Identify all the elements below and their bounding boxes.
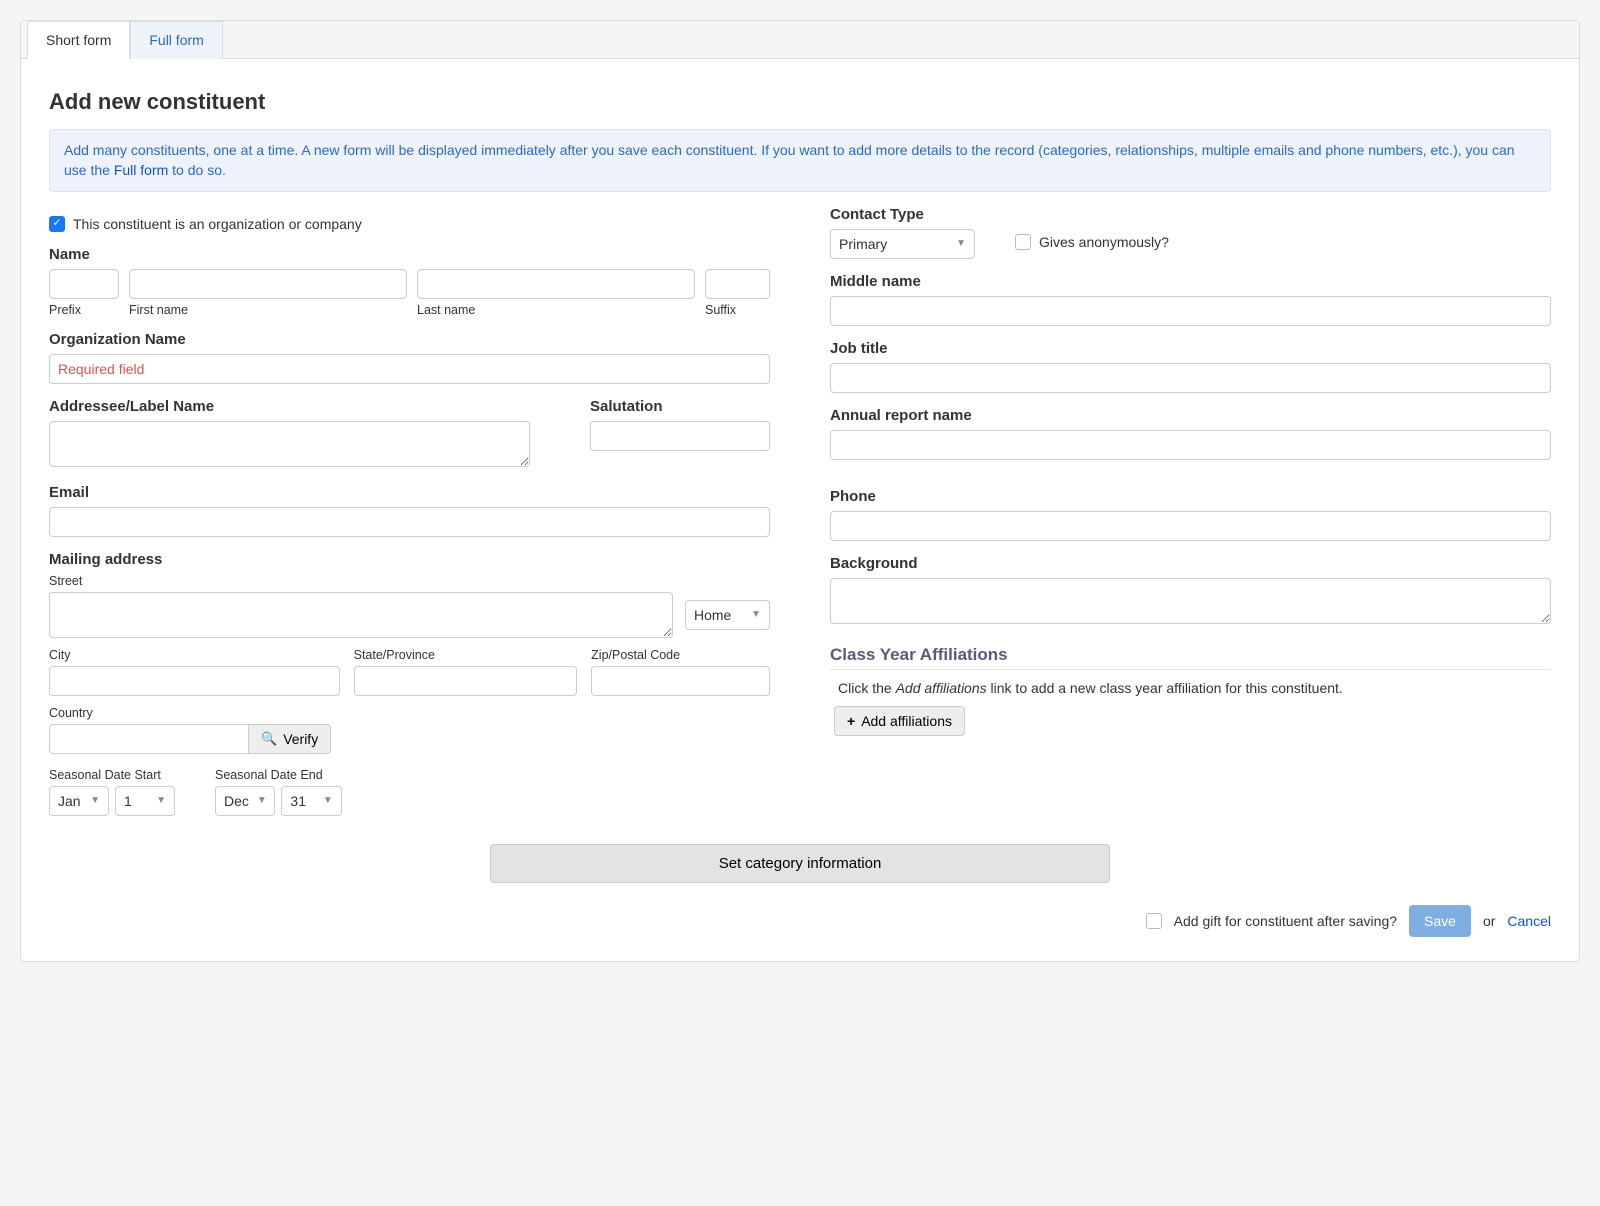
- address-type-value: Home: [694, 607, 731, 623]
- right-column: Contact Type Primary ▼ Gives anonymously…: [830, 206, 1551, 816]
- add-affiliations-button[interactable]: + Add affiliations: [834, 706, 965, 736]
- or-text: or: [1483, 913, 1495, 929]
- gives-anon-label: Gives anonymously?: [1039, 234, 1169, 250]
- set-category-button[interactable]: Set category information: [490, 844, 1110, 883]
- save-button[interactable]: Save: [1409, 905, 1471, 937]
- seasonal-start-label: Seasonal Date Start: [49, 768, 175, 782]
- add-gift-label: Add gift for constituent after saving?: [1174, 913, 1397, 929]
- add-gift-checkbox[interactable]: [1146, 913, 1162, 929]
- verify-button[interactable]: 🔍 Verify: [249, 724, 331, 754]
- city-input[interactable]: [49, 666, 340, 696]
- org-checkbox[interactable]: [49, 216, 65, 232]
- middle-name-input[interactable]: [830, 296, 1551, 326]
- tab-short-form[interactable]: Short form: [27, 21, 130, 59]
- prefix-sublabel: Prefix: [49, 303, 119, 317]
- org-checkbox-label: This constituent is an organization or c…: [73, 216, 362, 232]
- affiliations-help: Click the Add affiliations link to add a…: [830, 676, 1551, 706]
- tab-full-form[interactable]: Full form: [130, 21, 222, 59]
- info-text-before: Add many constituents, one at a time. A …: [64, 142, 1515, 178]
- affiliations-title: Class Year Affiliations: [830, 645, 1551, 670]
- plus-icon: +: [847, 713, 855, 729]
- salutation-label: Salutation: [590, 398, 770, 415]
- info-text-after: to do so.: [172, 162, 226, 178]
- last-name-sublabel: Last name: [417, 303, 695, 317]
- left-column: This constituent is an organization or c…: [49, 206, 770, 816]
- contact-type-label: Contact Type: [830, 206, 975, 223]
- city-sublabel: City: [49, 648, 340, 662]
- email-input[interactable]: [49, 507, 770, 537]
- chevron-down-icon: ▼: [956, 238, 966, 249]
- verify-label: Verify: [283, 731, 318, 747]
- name-label: Name: [49, 246, 770, 263]
- phone-label: Phone: [830, 488, 1551, 505]
- cancel-link[interactable]: Cancel: [1507, 913, 1551, 929]
- set-category-label: Set category information: [719, 855, 882, 872]
- zip-input[interactable]: [591, 666, 770, 696]
- job-title-input[interactable]: [830, 363, 1551, 393]
- chevron-down-icon: ▼: [156, 795, 166, 806]
- prefix-input[interactable]: [49, 269, 119, 299]
- job-title-label: Job title: [830, 340, 1551, 357]
- content: Add new constituent Add many constituent…: [21, 59, 1579, 961]
- search-icon: 🔍: [261, 731, 277, 747]
- state-input[interactable]: [354, 666, 578, 696]
- bottom-bar: Add gift for constituent after saving? S…: [49, 905, 1551, 937]
- street-sublabel: Street: [49, 574, 770, 588]
- email-label: Email: [49, 484, 770, 501]
- org-name-input[interactable]: [49, 354, 770, 384]
- chevron-down-icon: ▼: [257, 795, 267, 806]
- suffix-sublabel: Suffix: [705, 303, 770, 317]
- contact-type-value: Primary: [839, 236, 887, 252]
- seasonal-end-month-value: Dec: [224, 793, 249, 809]
- annual-report-input[interactable]: [830, 430, 1551, 460]
- annual-report-label: Annual report name: [830, 407, 1551, 424]
- first-name-sublabel: First name: [129, 303, 407, 317]
- tabs: Short form Full form: [21, 21, 1579, 59]
- zip-sublabel: Zip/Postal Code: [591, 648, 770, 662]
- chevron-down-icon: ▼: [751, 609, 761, 620]
- form-container: Short form Full form Add new constituent…: [20, 20, 1580, 962]
- address-type-select[interactable]: Home ▼: [685, 600, 770, 630]
- state-sublabel: State/Province: [354, 648, 578, 662]
- background-textarea[interactable]: [830, 578, 1551, 624]
- phone-input[interactable]: [830, 511, 1551, 541]
- background-label: Background: [830, 555, 1551, 572]
- mailing-label: Mailing address: [49, 551, 770, 568]
- seasonal-end-label: Seasonal Date End: [215, 768, 342, 782]
- last-name-input[interactable]: [417, 269, 695, 299]
- gives-anon-checkbox[interactable]: [1015, 234, 1031, 250]
- addressee-label: Addressee/Label Name: [49, 398, 530, 415]
- seasonal-start-day-value: 1: [124, 793, 132, 809]
- full-form-link[interactable]: Full form: [114, 162, 168, 178]
- country-sublabel: Country: [49, 706, 770, 720]
- org-name-label: Organization Name: [49, 331, 770, 348]
- country-input[interactable]: [49, 724, 249, 754]
- info-banner: Add many constituents, one at a time. A …: [49, 129, 1551, 192]
- street-textarea[interactable]: [49, 592, 673, 638]
- seasonal-start-month-select[interactable]: Jan ▼: [49, 786, 109, 816]
- contact-type-select[interactable]: Primary ▼: [830, 229, 975, 259]
- save-label: Save: [1424, 913, 1456, 929]
- seasonal-start-day-select[interactable]: 1 ▼: [115, 786, 175, 816]
- seasonal-end-day-value: 31: [290, 793, 306, 809]
- first-name-input[interactable]: [129, 269, 407, 299]
- seasonal-end-day-select[interactable]: 31 ▼: [281, 786, 341, 816]
- seasonal-end-month-select[interactable]: Dec ▼: [215, 786, 275, 816]
- salutation-input[interactable]: [590, 421, 770, 451]
- page-title: Add new constituent: [49, 89, 1551, 115]
- seasonal-start-month-value: Jan: [58, 793, 81, 809]
- middle-name-label: Middle name: [830, 273, 1551, 290]
- suffix-input[interactable]: [705, 269, 770, 299]
- chevron-down-icon: ▼: [323, 795, 333, 806]
- add-affiliations-label: Add affiliations: [861, 713, 952, 729]
- chevron-down-icon: ▼: [90, 795, 100, 806]
- addressee-textarea[interactable]: [49, 421, 530, 467]
